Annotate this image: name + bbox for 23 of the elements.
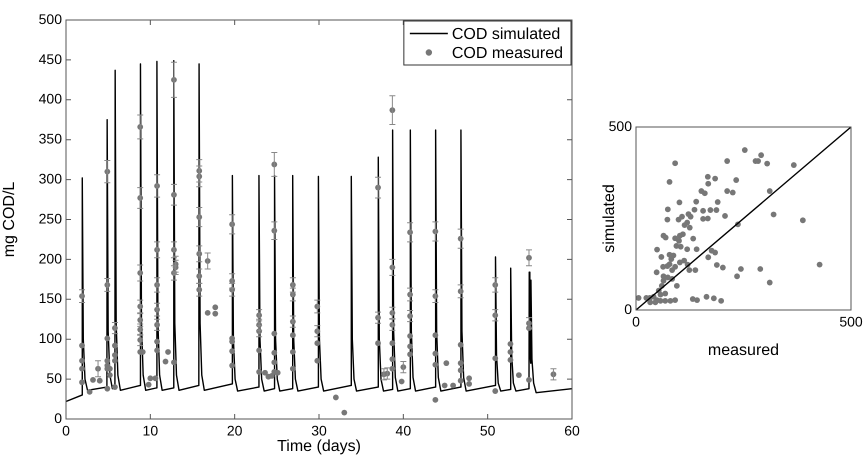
y-tick-label: 250: [38, 210, 62, 226]
y-tick-label: 200: [38, 250, 62, 266]
x-axis-title: Time (days): [277, 438, 361, 455]
y-tick-label: 100: [38, 330, 62, 346]
y-tick-label: 300: [38, 170, 62, 186]
y-axis-title: simulated: [601, 184, 618, 253]
y-axis-title: mg COD/L: [1, 182, 18, 258]
x-tick-label: 60: [564, 422, 580, 438]
y-tick-label: 0: [54, 410, 62, 426]
y-tick-label: 50: [46, 370, 62, 386]
y-tick-label: 350: [38, 130, 62, 147]
x-tick-label: 20: [226, 422, 243, 438]
y-tick-label: 500: [38, 10, 62, 27]
x-tick-label: 10: [142, 422, 158, 438]
x-axis-title: measured: [708, 342, 780, 359]
y-tick-label: 150: [38, 290, 62, 306]
x-tick-label: 40: [396, 422, 412, 438]
legend-label: COD simulated: [452, 26, 560, 43]
legend-label: COD measured: [452, 44, 564, 62]
x-tick-label: 50: [480, 422, 496, 438]
y-tick-label: 400: [38, 90, 62, 107]
y-tick-label: 450: [38, 50, 62, 67]
x-tick-label: 30: [311, 422, 327, 438]
